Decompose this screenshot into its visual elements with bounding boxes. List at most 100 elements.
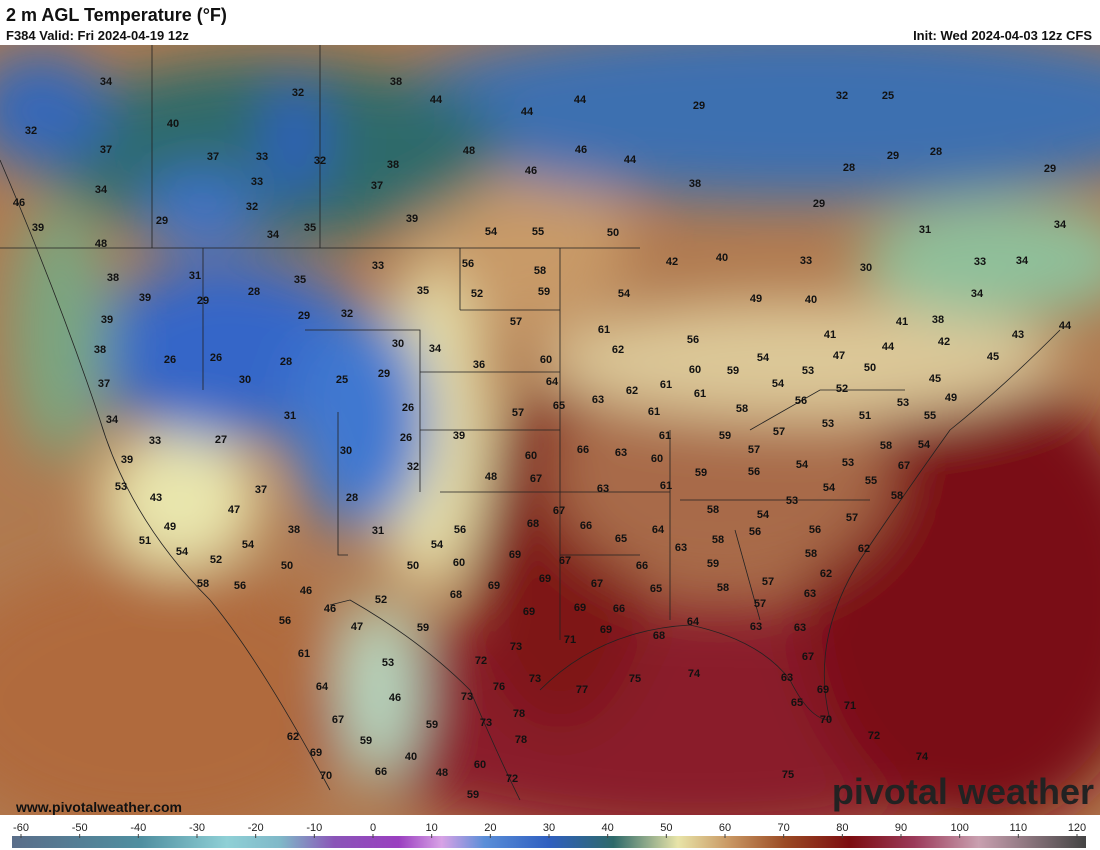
- station-temperature: 40: [167, 118, 179, 130]
- station-temperature: 54: [757, 352, 770, 364]
- station-temperature: 41: [896, 316, 908, 328]
- station-temperature: 29: [156, 215, 168, 227]
- station-temperature: 34: [971, 288, 984, 300]
- station-temperature: 29: [693, 100, 705, 112]
- station-temperature: 54: [772, 378, 785, 390]
- station-temperature: 39: [121, 454, 133, 466]
- station-temperature: 58: [717, 582, 729, 594]
- colorbar-tick-label: 120: [1068, 822, 1086, 834]
- station-temperature: 58: [891, 490, 903, 502]
- station-temperature: 60: [651, 453, 663, 465]
- station-temperature: 38: [689, 178, 701, 190]
- station-temperature: 40: [716, 252, 728, 264]
- station-temperature: 35: [417, 285, 429, 297]
- station-temperature: 64: [687, 616, 700, 628]
- station-temperature: 70: [820, 714, 832, 726]
- station-temperature: 66: [613, 603, 625, 615]
- station-temperature: 58: [197, 578, 209, 590]
- station-temperature: 57: [754, 598, 766, 610]
- station-temperature: 58: [712, 534, 724, 546]
- station-temperature: 37: [255, 484, 267, 496]
- station-temperature: 54: [431, 539, 444, 551]
- station-temperature: 58: [707, 504, 719, 516]
- station-temperature: 28: [280, 356, 292, 368]
- station-temperature: 67: [898, 460, 910, 472]
- station-temperature: 63: [615, 447, 627, 459]
- station-temperature: 51: [859, 410, 871, 422]
- station-temperature: 61: [660, 480, 672, 492]
- station-temperature: 38: [932, 314, 944, 326]
- station-temperature: 47: [833, 350, 845, 362]
- station-temperature: 42: [938, 336, 950, 348]
- station-temperature: 64: [652, 524, 665, 536]
- station-temperature: 44: [1059, 320, 1072, 332]
- station-temperature: 72: [475, 655, 487, 667]
- station-temperature: 28: [843, 162, 855, 174]
- station-temperature: 25: [336, 374, 348, 386]
- colorbar-tick-label: -60: [13, 822, 29, 834]
- station-temperature: 69: [574, 602, 586, 614]
- station-temperature: 38: [94, 344, 106, 356]
- station-temperature: 29: [813, 198, 825, 210]
- station-temperature: 32: [246, 201, 258, 213]
- colorbar-tick-label: -30: [189, 822, 205, 834]
- station-temperature: 53: [842, 457, 854, 469]
- station-temperature: 54: [918, 439, 931, 451]
- station-temperature: 60: [453, 557, 465, 569]
- station-temperature: 34: [429, 343, 442, 355]
- colorbar: [12, 836, 1086, 848]
- colorbar-tick-label: 90: [895, 822, 907, 834]
- station-temperature: 65: [615, 533, 627, 545]
- colorbar-ticks: -60 -50 -40 -30 -20 -10 0 10 20 30 40 50 60 70 80 90 100…: [13, 822, 1086, 838]
- station-temperature: 34: [267, 229, 280, 241]
- station-temperature: 62: [287, 731, 299, 743]
- station-temperature: 56: [809, 524, 821, 536]
- station-temperature: 46: [575, 144, 587, 156]
- station-temperature: 49: [945, 392, 957, 404]
- station-temperature: 29: [378, 368, 390, 380]
- colorbar-tick-label: -50: [72, 822, 88, 834]
- station-temperature: 73: [480, 717, 492, 729]
- station-temperature: 33: [974, 256, 986, 268]
- station-temperature: 72: [506, 773, 518, 785]
- station-labels: 34 38 32 44 44 44 29 32 25 40 32 37 37 33 32 38 48 46 44 29…: [13, 76, 1072, 801]
- station-temperature: 26: [210, 352, 222, 364]
- station-temperature: 65: [650, 583, 662, 595]
- station-temperature: 32: [341, 308, 353, 320]
- station-temperature: 74: [688, 668, 701, 680]
- station-temperature: 66: [636, 560, 648, 572]
- station-temperature: 57: [846, 512, 858, 524]
- station-temperature: 71: [844, 700, 856, 712]
- station-temperature: 38: [107, 272, 119, 284]
- station-temperature: 57: [762, 576, 774, 588]
- colorbar-tick-label: -40: [130, 822, 146, 834]
- station-temperature: 46: [300, 585, 312, 597]
- init-time: Init: Wed 2024-04-03 12z CFS: [913, 28, 1092, 43]
- station-temperature: 60: [540, 354, 552, 366]
- station-temperature: 58: [805, 548, 817, 560]
- station-temperature: 69: [488, 580, 500, 592]
- station-temperature: 53: [786, 495, 798, 507]
- station-temperature: 57: [512, 407, 524, 419]
- station-temperature: 29: [298, 310, 310, 322]
- station-temperature: 29: [197, 295, 209, 307]
- station-temperature: 53: [822, 418, 834, 430]
- station-temperature: 56: [687, 334, 699, 346]
- station-temperature: 71: [564, 634, 576, 646]
- station-temperature: 51: [139, 535, 151, 547]
- station-temperature: 32: [836, 90, 848, 102]
- station-temperature: 55: [532, 226, 544, 238]
- station-temperature: 58: [736, 403, 748, 415]
- colorbar-tick-label: 50: [660, 822, 672, 834]
- station-temperature: 67: [332, 714, 344, 726]
- station-temperature: 32: [292, 87, 304, 99]
- station-temperature: 77: [576, 684, 588, 696]
- station-temperature: 34: [95, 184, 108, 196]
- station-temperature: 30: [340, 445, 352, 457]
- station-temperature: 49: [750, 293, 762, 305]
- map-title: 2 m AGL Temperature (°F): [6, 5, 227, 25]
- station-temperature: 63: [794, 622, 806, 634]
- station-temperature: 53: [897, 397, 909, 409]
- station-temperature: 54: [796, 459, 809, 471]
- colorbar-tick-label: 0: [370, 822, 376, 834]
